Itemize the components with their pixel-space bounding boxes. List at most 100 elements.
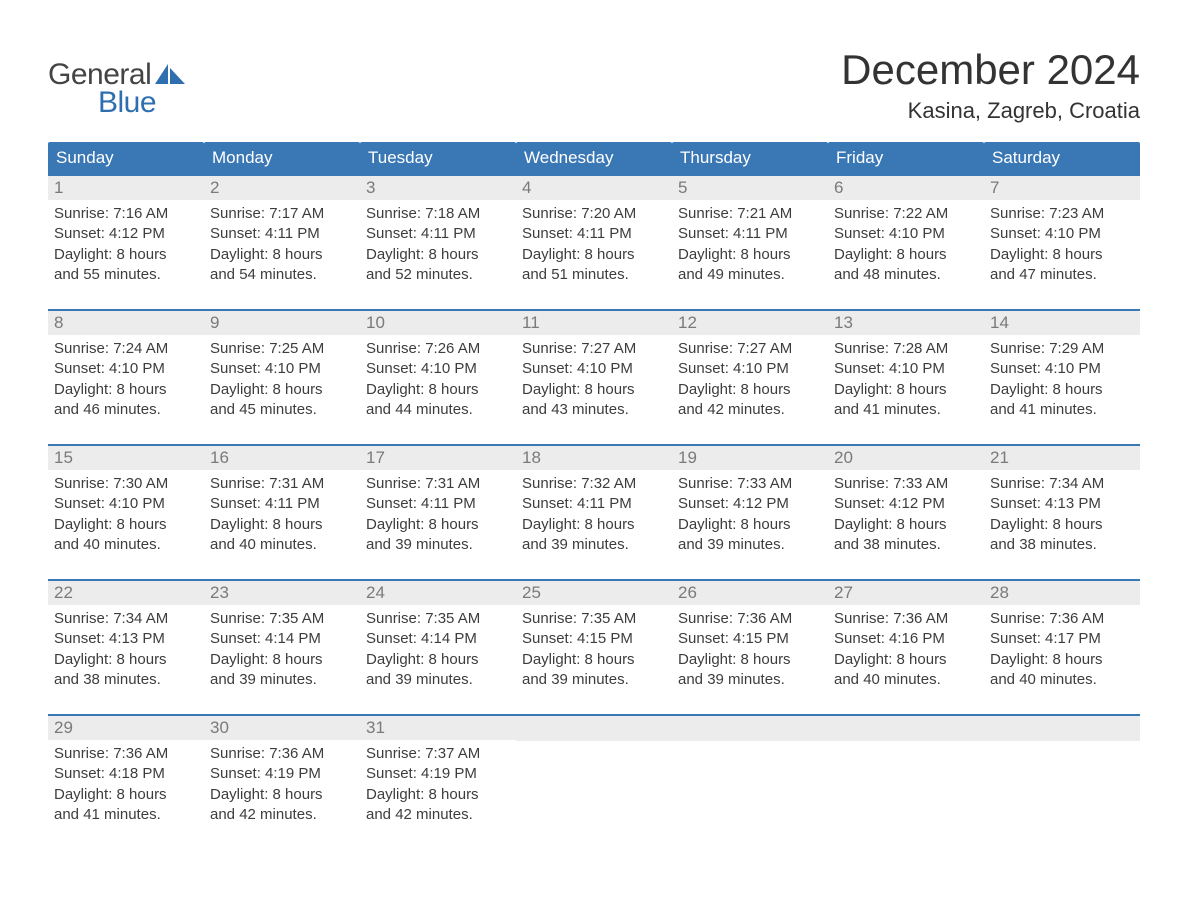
- day-number: 24: [360, 581, 516, 605]
- daylight-text: and 47 minutes.: [990, 265, 1134, 285]
- daylight-text: and 55 minutes.: [54, 265, 198, 285]
- day-body: Sunrise: 7:29 AMSunset: 4:10 PMDaylight:…: [984, 335, 1140, 444]
- daylight-text: and 40 minutes.: [54, 535, 198, 555]
- daylight-text: Daylight: 8 hours: [834, 380, 978, 400]
- day-cell: 9Sunrise: 7:25 AMSunset: 4:10 PMDaylight…: [204, 310, 360, 445]
- sunrise-text: Sunrise: 7:24 AM: [54, 339, 198, 359]
- sunset-text: Sunset: 4:15 PM: [522, 629, 666, 649]
- day-cell: 30Sunrise: 7:36 AMSunset: 4:19 PMDayligh…: [204, 715, 360, 849]
- day-number: 31: [360, 716, 516, 740]
- day-number: 20: [828, 446, 984, 470]
- sunrise-text: Sunrise: 7:23 AM: [990, 204, 1134, 224]
- daylight-text: and 38 minutes.: [54, 670, 198, 690]
- daylight-text: and 45 minutes.: [210, 400, 354, 420]
- sunset-text: Sunset: 4:18 PM: [54, 764, 198, 784]
- daylight-text: and 43 minutes.: [522, 400, 666, 420]
- day-body: Sunrise: 7:18 AMSunset: 4:11 PMDaylight:…: [360, 200, 516, 309]
- brand-logo: General Blue: [48, 40, 185, 120]
- sail-icon: [155, 62, 185, 89]
- empty-day-body: [672, 741, 828, 769]
- day-body: Sunrise: 7:30 AMSunset: 4:10 PMDaylight:…: [48, 470, 204, 579]
- day-number: 3: [360, 176, 516, 200]
- empty-day-number: [828, 716, 984, 741]
- day-body: Sunrise: 7:23 AMSunset: 4:10 PMDaylight:…: [984, 200, 1140, 309]
- empty-day-body: [516, 741, 672, 769]
- daylight-text: Daylight: 8 hours: [678, 380, 822, 400]
- day-cell: 23Sunrise: 7:35 AMSunset: 4:14 PMDayligh…: [204, 580, 360, 715]
- sunset-text: Sunset: 4:11 PM: [210, 494, 354, 514]
- day-body: Sunrise: 7:21 AMSunset: 4:11 PMDaylight:…: [672, 200, 828, 309]
- day-cell: 5Sunrise: 7:21 AMSunset: 4:11 PMDaylight…: [672, 175, 828, 310]
- day-cell: [828, 715, 984, 849]
- sunset-text: Sunset: 4:10 PM: [54, 494, 198, 514]
- day-number: 5: [672, 176, 828, 200]
- day-body: Sunrise: 7:36 AMSunset: 4:19 PMDaylight:…: [204, 740, 360, 849]
- sunrise-text: Sunrise: 7:36 AM: [210, 744, 354, 764]
- daylight-text: Daylight: 8 hours: [990, 650, 1134, 670]
- daylight-text: and 49 minutes.: [678, 265, 822, 285]
- day-cell: 13Sunrise: 7:28 AMSunset: 4:10 PMDayligh…: [828, 310, 984, 445]
- day-number: 29: [48, 716, 204, 740]
- daylight-text: Daylight: 8 hours: [366, 785, 510, 805]
- sunset-text: Sunset: 4:13 PM: [54, 629, 198, 649]
- day-number: 26: [672, 581, 828, 605]
- sunset-text: Sunset: 4:13 PM: [990, 494, 1134, 514]
- sunrise-text: Sunrise: 7:20 AM: [522, 204, 666, 224]
- calendar-table: Sunday Monday Tuesday Wednesday Thursday…: [48, 142, 1140, 849]
- day-cell: 29Sunrise: 7:36 AMSunset: 4:18 PMDayligh…: [48, 715, 204, 849]
- daylight-text: Daylight: 8 hours: [522, 380, 666, 400]
- sunset-text: Sunset: 4:11 PM: [210, 224, 354, 244]
- sunrise-text: Sunrise: 7:16 AM: [54, 204, 198, 224]
- day-header: Tuesday: [360, 142, 516, 175]
- day-number: 10: [360, 311, 516, 335]
- daylight-text: and 48 minutes.: [834, 265, 978, 285]
- sunset-text: Sunset: 4:14 PM: [210, 629, 354, 649]
- day-cell: 18Sunrise: 7:32 AMSunset: 4:11 PMDayligh…: [516, 445, 672, 580]
- day-body: Sunrise: 7:27 AMSunset: 4:10 PMDaylight:…: [516, 335, 672, 444]
- sunset-text: Sunset: 4:19 PM: [210, 764, 354, 784]
- sunrise-text: Sunrise: 7:36 AM: [990, 609, 1134, 629]
- day-cell: 17Sunrise: 7:31 AMSunset: 4:11 PMDayligh…: [360, 445, 516, 580]
- day-number: 6: [828, 176, 984, 200]
- day-cell: 27Sunrise: 7:36 AMSunset: 4:16 PMDayligh…: [828, 580, 984, 715]
- week-row: 15Sunrise: 7:30 AMSunset: 4:10 PMDayligh…: [48, 445, 1140, 580]
- sunrise-text: Sunrise: 7:37 AM: [366, 744, 510, 764]
- sunset-text: Sunset: 4:10 PM: [990, 359, 1134, 379]
- day-number: 11: [516, 311, 672, 335]
- empty-day-body: [828, 741, 984, 769]
- day-cell: [516, 715, 672, 849]
- day-body: Sunrise: 7:33 AMSunset: 4:12 PMDaylight:…: [672, 470, 828, 579]
- day-body: Sunrise: 7:27 AMSunset: 4:10 PMDaylight:…: [672, 335, 828, 444]
- week-row: 8Sunrise: 7:24 AMSunset: 4:10 PMDaylight…: [48, 310, 1140, 445]
- daylight-text: Daylight: 8 hours: [366, 245, 510, 265]
- day-cell: 7Sunrise: 7:23 AMSunset: 4:10 PMDaylight…: [984, 175, 1140, 310]
- day-number: 9: [204, 311, 360, 335]
- empty-day-number: [672, 716, 828, 741]
- daylight-text: and 41 minutes.: [990, 400, 1134, 420]
- day-body: Sunrise: 7:17 AMSunset: 4:11 PMDaylight:…: [204, 200, 360, 309]
- day-number: 27: [828, 581, 984, 605]
- sunrise-text: Sunrise: 7:34 AM: [54, 609, 198, 629]
- sunrise-text: Sunrise: 7:27 AM: [678, 339, 822, 359]
- sunset-text: Sunset: 4:12 PM: [54, 224, 198, 244]
- sunset-text: Sunset: 4:10 PM: [678, 359, 822, 379]
- day-body: Sunrise: 7:36 AMSunset: 4:17 PMDaylight:…: [984, 605, 1140, 714]
- sunrise-text: Sunrise: 7:22 AM: [834, 204, 978, 224]
- daylight-text: Daylight: 8 hours: [366, 380, 510, 400]
- day-body: Sunrise: 7:36 AMSunset: 4:16 PMDaylight:…: [828, 605, 984, 714]
- daylight-text: and 40 minutes.: [990, 670, 1134, 690]
- sunset-text: Sunset: 4:10 PM: [990, 224, 1134, 244]
- empty-day-number: [984, 716, 1140, 741]
- sunrise-text: Sunrise: 7:32 AM: [522, 474, 666, 494]
- daylight-text: and 54 minutes.: [210, 265, 354, 285]
- daylight-text: Daylight: 8 hours: [210, 785, 354, 805]
- daylight-text: Daylight: 8 hours: [678, 245, 822, 265]
- day-number: 28: [984, 581, 1140, 605]
- daylight-text: Daylight: 8 hours: [210, 650, 354, 670]
- sunrise-text: Sunrise: 7:34 AM: [990, 474, 1134, 494]
- day-header: Wednesday: [516, 142, 672, 175]
- day-cell: 2Sunrise: 7:17 AMSunset: 4:11 PMDaylight…: [204, 175, 360, 310]
- day-cell: 21Sunrise: 7:34 AMSunset: 4:13 PMDayligh…: [984, 445, 1140, 580]
- daylight-text: Daylight: 8 hours: [210, 380, 354, 400]
- sunset-text: Sunset: 4:11 PM: [366, 224, 510, 244]
